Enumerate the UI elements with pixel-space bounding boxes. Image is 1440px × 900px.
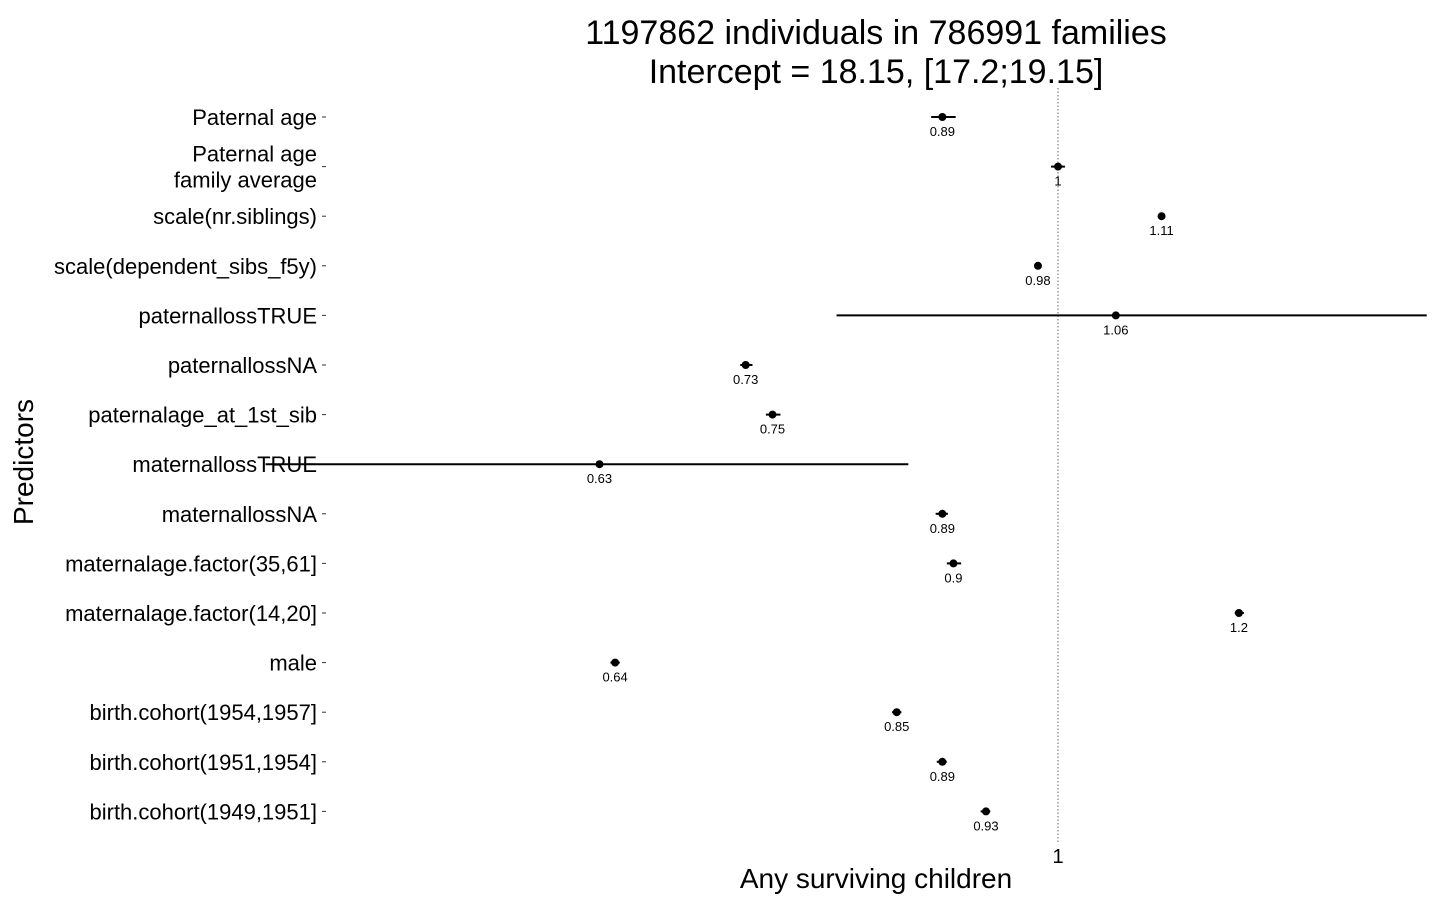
predictor-row: maternalage.factor(14,20] 1.2	[65, 601, 1248, 635]
y-tick-label: paternallossTRUE	[138, 303, 317, 328]
chart-title-line-1: 1197862 individuals in 786991 families	[585, 14, 1167, 52]
point-estimate	[949, 559, 958, 568]
estimate-label: 1.2	[1230, 620, 1248, 635]
estimate-label: 0.93	[973, 818, 998, 833]
estimate-label: 1.06	[1103, 322, 1128, 337]
point-estimate	[741, 361, 750, 369]
y-tick-label: maternalage.factor(14,20]	[65, 601, 317, 626]
predictor-row: Paternal age 0.89	[192, 105, 956, 139]
point-estimate	[892, 708, 901, 717]
predictor-row: paternalage_at_1st_sib 0.75	[88, 403, 785, 437]
point-estimate	[595, 460, 604, 469]
predictor-row: birth.cohort(1951,1954] 0.89	[90, 750, 956, 784]
predictor-row: male 0.64	[269, 651, 627, 685]
estimate-label: 0.63	[587, 471, 612, 486]
y-tick-label: Paternal age	[192, 142, 317, 167]
estimate-label: 0.85	[884, 719, 909, 734]
estimate-label: 1.11	[1149, 223, 1173, 238]
x-axis-ticks: 1	[1052, 846, 1063, 868]
chart-title-line-2: Intercept = 18.15, [17.2;19.15]	[649, 53, 1104, 91]
predictor-row: maternallossNA 0.89	[162, 502, 955, 536]
y-tick-label: maternalage.factor(35,61]	[65, 551, 317, 576]
y-tick-label: male	[269, 651, 317, 676]
y-tick-label: Paternal age	[192, 105, 317, 130]
predictor-row: paternallossTRUE 1.06	[138, 303, 1427, 337]
point-estimate	[611, 658, 620, 667]
y-tick-label: birth.cohort(1951,1954]	[90, 750, 318, 775]
estimate-label: 0.89	[930, 769, 955, 784]
point-estimate	[1157, 212, 1166, 221]
point-estimate	[938, 113, 947, 121]
point-estimate	[938, 509, 947, 518]
estimate-label: 0.73	[733, 372, 758, 387]
estimate-label: 0.9	[944, 570, 962, 585]
point-estimate	[1033, 261, 1042, 270]
predictor-row: scale(dependent_sibs_f5y) 0.98	[54, 254, 1051, 288]
x-axis-title: Any surviving children	[740, 863, 1012, 894]
y-tick-label: birth.cohort(1954,1957]	[90, 700, 318, 725]
predictor-row: scale(nr.siblings) 1.11	[153, 204, 1174, 238]
y-tick-label: birth.cohort(1949,1951]	[90, 799, 318, 824]
y-tick-label: paternalage_at_1st_sib	[88, 403, 317, 428]
y-tick-label: scale(nr.siblings)	[153, 204, 317, 229]
estimate-label: 0.89	[930, 124, 955, 139]
estimate-label: 0.64	[602, 670, 627, 685]
point-estimate	[1111, 311, 1120, 320]
x-tick-label: 1	[1052, 846, 1063, 868]
y-tick-label: family average	[174, 168, 317, 193]
y-tick-label: paternallossNA	[168, 353, 318, 378]
estimate-label: 0.98	[1025, 273, 1050, 288]
estimate-label: 0.89	[930, 521, 955, 536]
y-tick-label: maternallossNA	[162, 502, 318, 527]
point-estimate	[768, 410, 777, 419]
estimate-label: 0.75	[760, 422, 785, 437]
predictor-row: birth.cohort(1954,1957] 0.85	[90, 700, 910, 734]
point-estimate	[981, 807, 990, 816]
point-estimate	[1234, 609, 1243, 617]
point-estimate	[1054, 162, 1062, 171]
point-estimate	[938, 757, 947, 766]
predictor-row: paternallossNA 0.73	[168, 353, 759, 387]
y-axis-title: Predictors	[8, 399, 39, 525]
estimate-label: 1	[1054, 174, 1061, 189]
y-tick-label: scale(dependent_sibs_f5y)	[54, 254, 317, 279]
predictor-row: birth.cohort(1949,1951] 0.93	[90, 799, 999, 833]
predictor-row: maternalage.factor(35,61] 0.9	[65, 551, 962, 585]
